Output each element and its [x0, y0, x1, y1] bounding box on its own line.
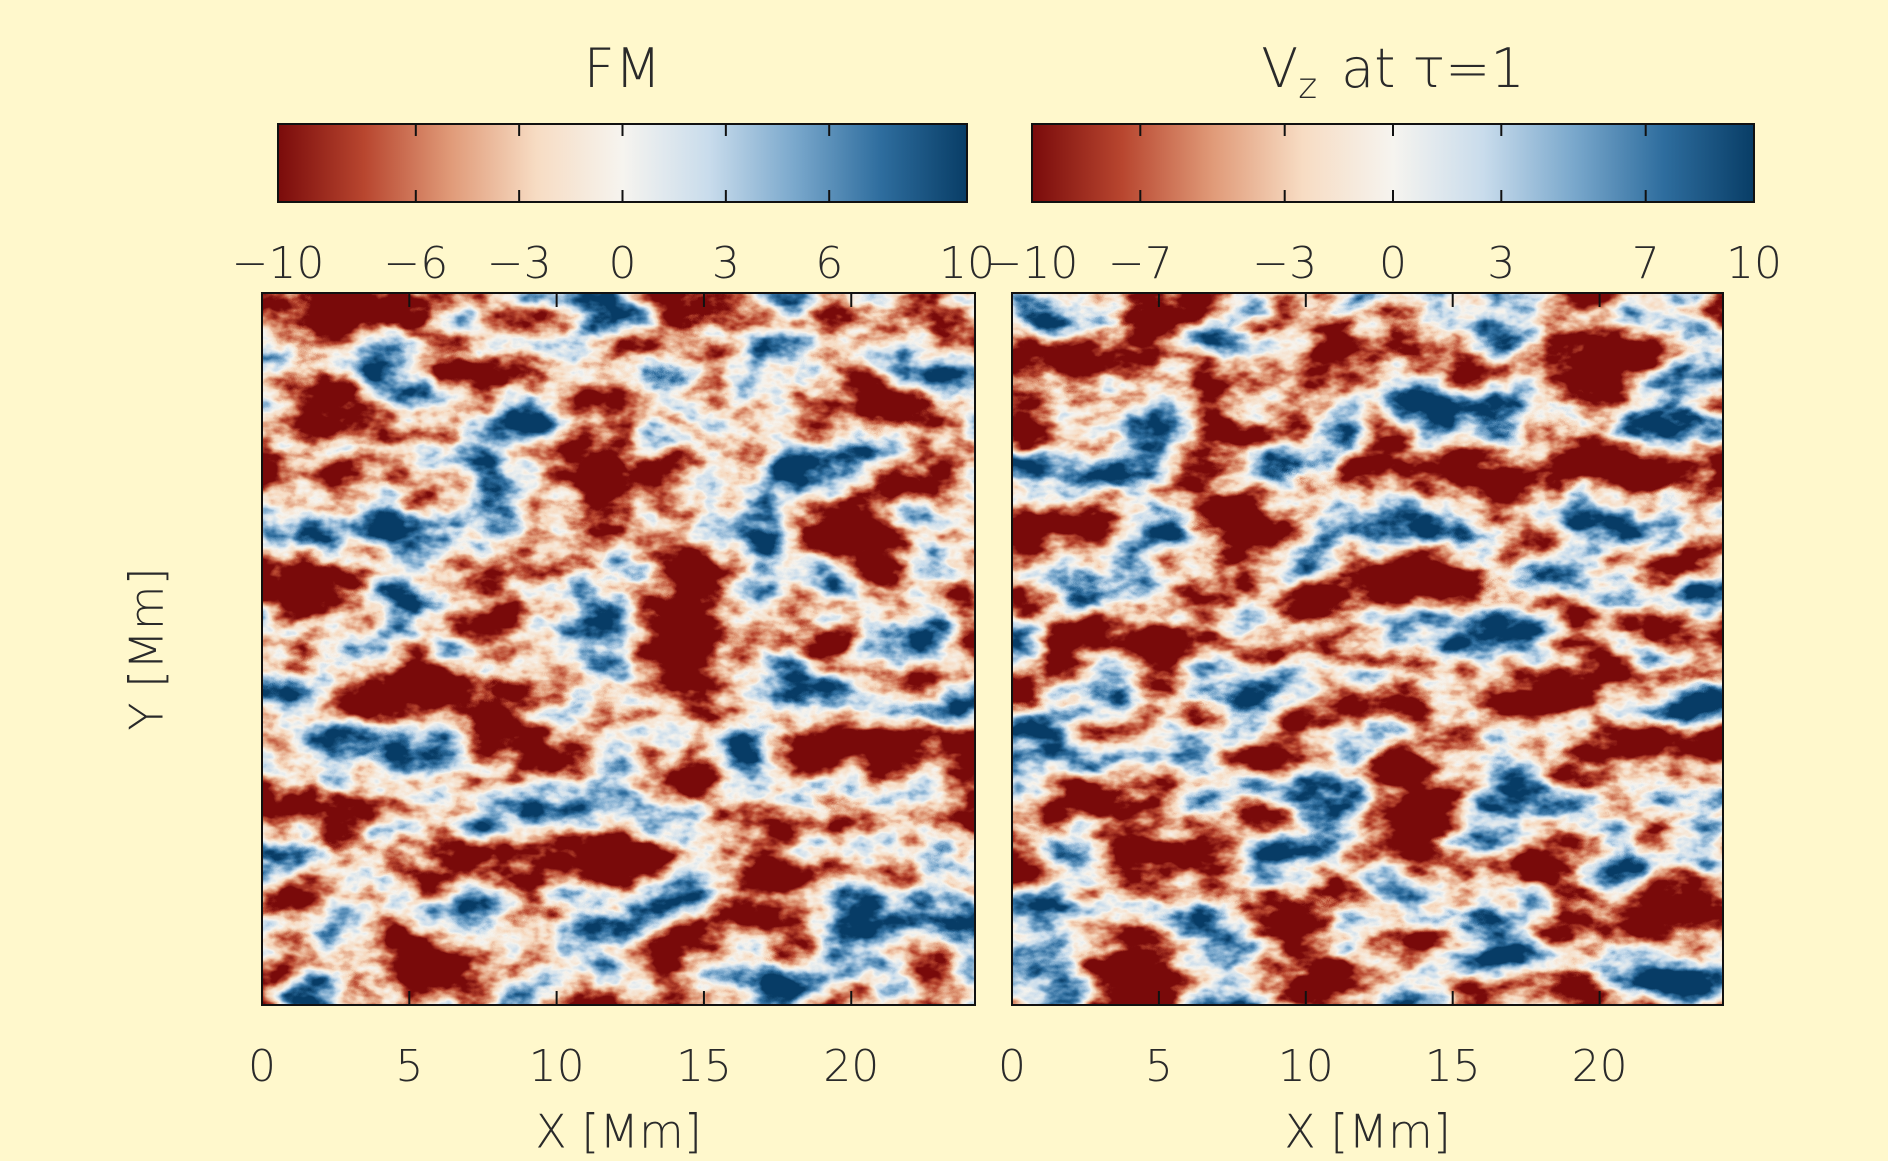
x-tick-label: 0 [248, 1041, 276, 1092]
chart-title: Vz at τ=1 [1261, 37, 1524, 107]
colorbar-tick-label: 0 [609, 238, 637, 289]
colorbar [277, 123, 968, 203]
x-tick-label: 5 [1145, 1041, 1173, 1092]
x-tick-label: 10 [529, 1041, 585, 1092]
title-text: V [1261, 37, 1298, 100]
colorbar-tick-label: −7 [1108, 238, 1173, 289]
colorbar-tick-label: 3 [1487, 238, 1515, 289]
x-tick-label: 15 [676, 1041, 732, 1092]
colorbar [1031, 123, 1755, 203]
colorbar-tick-label: 3 [712, 238, 740, 289]
x-tick-label: 15 [1425, 1041, 1481, 1092]
colorbar-tick-label: 0 [1379, 238, 1407, 289]
colorbar-tick-label: 10 [1726, 238, 1782, 289]
x-tick-label: 10 [1278, 1041, 1334, 1092]
x-tick-label: 20 [823, 1041, 879, 1092]
y-axis-label: Y [Mm] [120, 567, 174, 730]
x-tick-label: 0 [998, 1041, 1026, 1092]
title-subscript: z [1298, 66, 1317, 107]
colorbar-tick-label: 6 [815, 238, 843, 289]
colorbar-tick-label: 7 [1632, 238, 1660, 289]
x-axis-label: X [Mm] [1284, 1105, 1451, 1159]
title-text: FM [584, 37, 662, 100]
x-tick-label: 20 [1572, 1041, 1628, 1092]
colorbar-tick-label: −3 [1252, 238, 1317, 289]
x-axis-label: X [Mm] [535, 1105, 702, 1159]
colorbar-tick-label: 10 [939, 238, 995, 289]
chart-title: FM [584, 37, 662, 100]
x-tick-label: 5 [395, 1041, 423, 1092]
colorbar-tick-label: −3 [487, 238, 552, 289]
plot-frame [1011, 292, 1724, 1006]
heatmap-image [1012, 293, 1723, 1005]
title-suffix: at τ=1 [1341, 37, 1525, 100]
colorbar-tick-label: −6 [383, 238, 448, 289]
plot-frame [261, 292, 976, 1006]
colorbar-tick-label: −10 [232, 238, 325, 289]
heatmap-image [262, 293, 975, 1005]
colorbar-tick-label: −10 [986, 238, 1079, 289]
